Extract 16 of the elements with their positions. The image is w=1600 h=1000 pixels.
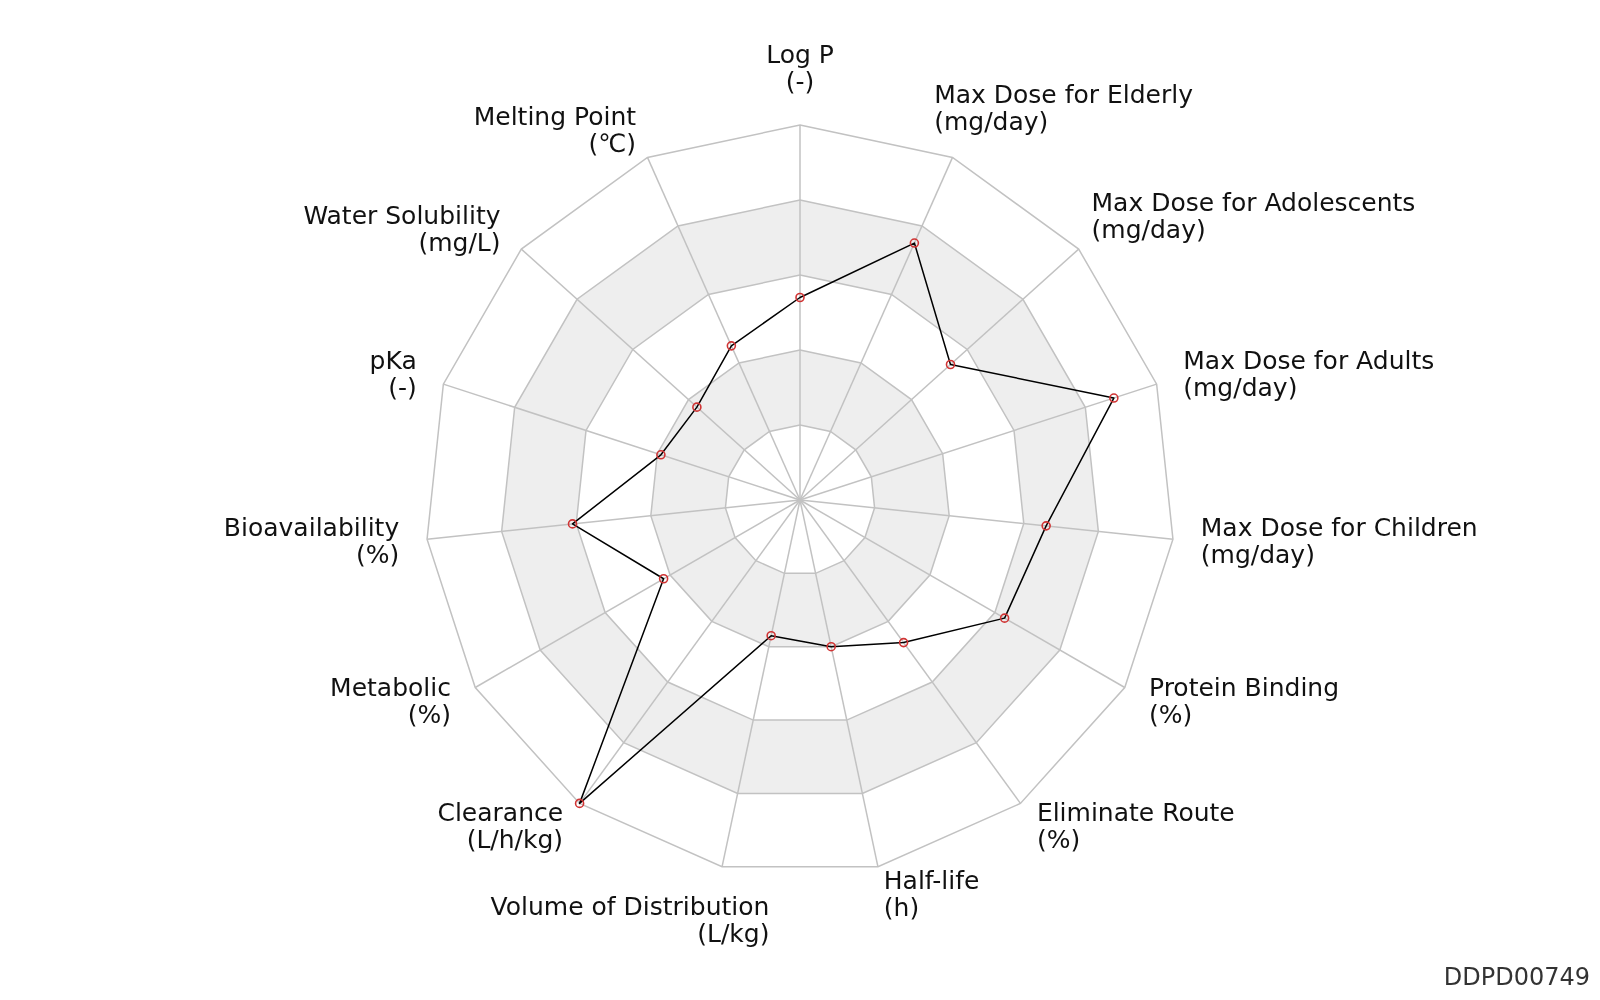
spoke-label: Clearance (L/h/kg) [437,797,564,854]
spoke-label: Half-life (h) [883,866,980,923]
spoke-label: Max Dose for Adults (mg/day) [1183,346,1435,403]
spoke-label: Volume of Distribution (L/kg) [490,891,770,948]
spoke-label: Log P (-) [766,40,834,97]
spoke-label: Protein Binding (%) [1149,673,1340,730]
spoke-label: Bioavailability (%) [223,513,400,570]
spoke-label: Max Dose for Adolescents (mg/day) [1091,187,1416,244]
spoke-label: Melting Point (℃) [473,102,637,159]
spoke-label: Max Dose for Children (mg/day) [1200,513,1478,570]
spoke-label: Eliminate Route (%) [1036,797,1235,854]
spoke-label: Water Solubility (mg/L) [303,200,501,257]
text: DDPD00749 [1443,962,1590,992]
spoke-label: pKa (-) [369,346,417,403]
spoke-label: Max Dose for Elderly (mg/day) [934,80,1194,137]
spoke-label: Metabolic (%) [330,673,451,730]
